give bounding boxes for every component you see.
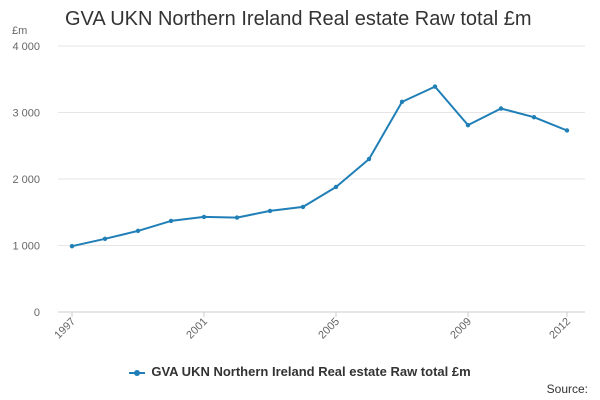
data-point[interactable] (168, 218, 174, 224)
data-point[interactable] (135, 228, 141, 234)
legend-line-marker-icon (129, 369, 146, 376)
data-point[interactable] (399, 99, 405, 105)
chart-title: GVA UKN Northern Ireland Real estate Raw… (65, 8, 532, 30)
data-point[interactable] (333, 184, 339, 190)
data-point[interactable] (564, 128, 570, 133)
data-point[interactable] (432, 84, 438, 89)
y-tick-label: 3 000 (12, 108, 40, 120)
y-tick-label: 1 000 (12, 241, 40, 253)
series-group (69, 84, 570, 249)
source-label: Source: (546, 382, 588, 396)
data-point[interactable] (267, 208, 273, 214)
y-tick-label: 0 (34, 307, 40, 319)
y-axis-label: £m (12, 25, 27, 37)
x-tick-label: 1997 (52, 316, 78, 342)
y-tick-label: 4 000 (12, 41, 40, 53)
data-point[interactable] (69, 243, 75, 249)
data-point[interactable] (102, 236, 108, 242)
data-point[interactable] (465, 122, 471, 128)
data-point[interactable] (531, 114, 537, 120)
data-point[interactable] (201, 214, 207, 220)
data-point[interactable] (300, 204, 306, 210)
x-tick-label: 2001 (184, 316, 210, 342)
y-axis-ticks: 0 1 000 2 000 3 000 4 000 (12, 41, 40, 319)
legend-label: GVA UKN Northern Ireland Real estate Raw… (151, 364, 471, 379)
x-tick-label: 2012 (547, 316, 573, 342)
y-tick-label: 2 000 (12, 174, 40, 186)
x-axis-ticks: 1997 2001 2005 2009 2012 (52, 312, 573, 341)
x-tick-label: 2009 (448, 316, 474, 342)
x-tick-label: 2005 (316, 316, 342, 342)
gridlines (58, 45, 585, 313)
data-point[interactable] (366, 156, 372, 162)
series-line (71, 85, 568, 248)
data-point[interactable] (234, 215, 240, 220)
legend: GVA UKN Northern Ireland Real estate Raw… (0, 364, 600, 379)
data-point[interactable] (498, 106, 504, 111)
